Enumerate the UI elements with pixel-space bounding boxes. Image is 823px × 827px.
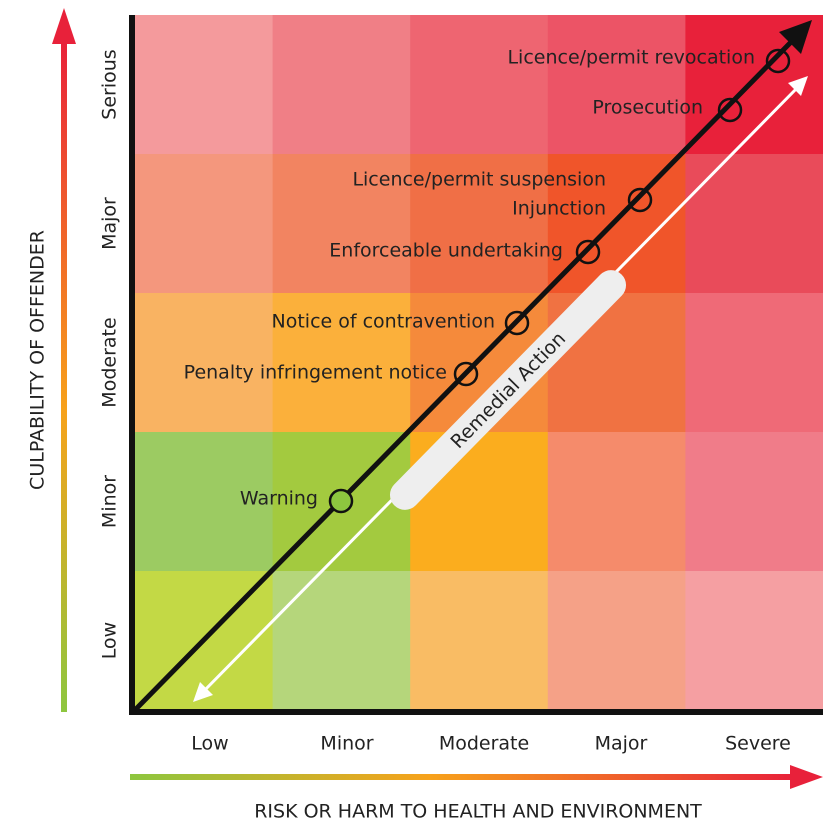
action-marker [504,310,530,336]
matrix-cell [547,571,686,711]
matrix-cell [685,432,823,572]
matrix-cell [272,571,411,711]
action-marker [717,97,743,123]
matrix-cell [410,154,549,294]
action-label: Injunction [512,198,606,220]
matrix-cell [135,432,274,572]
action-marker [575,239,601,265]
x-level-label: Low [191,733,228,755]
matrix-cell [135,15,274,155]
action-label: Notice of contravention [272,311,495,333]
x-axis-title: RISK OR HARM TO HEALTH AND ENVIRONMENT [254,801,702,823]
enforcement-arrow-head [779,20,812,54]
action-label: Enforceable undertaking [329,240,563,262]
enforcement-arrow [133,36,797,712]
y-axis-title: CULPABILITY OF OFFENDER [27,230,49,490]
y-level-label: Moderate [99,317,121,407]
action-label: Licence/permit revocation [507,47,755,69]
action-label: Licence/permit suspension [352,169,606,191]
action-label: Prosecution [592,97,703,119]
matrix-cell [685,293,823,433]
x-level-label: Major [595,733,648,755]
remedial-arrow-head [193,682,213,702]
matrix-cell [135,154,274,294]
action-marker [627,187,653,213]
matrix-cell [685,571,823,711]
action-marker [328,488,354,514]
pill-bg [389,270,627,510]
y-level-label: Minor [99,475,121,528]
matrix-cell [135,293,274,433]
action-label: Penalty infringement notice [184,362,447,384]
x-gradient-arrow [130,774,795,780]
x-level-label: Moderate [439,733,529,755]
matrix-cell [547,15,686,155]
x-level-label: Severe [725,733,791,755]
x-arrow-head [790,765,823,789]
x-level-label: Minor [320,733,373,755]
action-marker [453,361,479,387]
y-gradient-arrow [61,40,67,712]
action-label: Warning [240,488,318,510]
matrix-cell [685,154,823,294]
matrix-cell [272,154,411,294]
action-marker [765,48,791,74]
y-level-label: Serious [99,49,121,119]
y-level-label: Major [99,197,121,250]
matrix-cell [272,293,411,433]
matrix-cell [272,15,411,155]
remedial-arrow-head [788,76,808,96]
matrix-cell [410,571,549,711]
y-arrow-head [52,8,76,44]
matrix-cell [547,432,686,572]
y-level-label: Low [99,622,121,659]
matrix-cell [410,15,549,155]
